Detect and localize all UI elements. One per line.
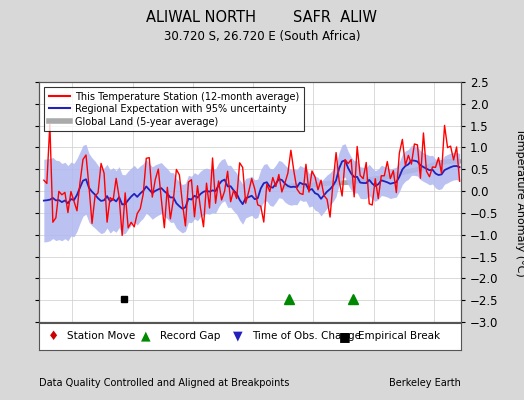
Text: Berkeley Earth: Berkeley Earth <box>389 378 461 388</box>
Text: Time of Obs. Change: Time of Obs. Change <box>253 331 362 341</box>
Text: Station Move: Station Move <box>67 331 135 341</box>
Text: ♦: ♦ <box>48 330 59 343</box>
Text: Record Gap: Record Gap <box>159 331 220 341</box>
Text: 30.720 S, 26.720 E (South Africa): 30.720 S, 26.720 E (South Africa) <box>163 30 361 43</box>
Text: ALIWAL NORTH        SAFR  ALIW: ALIWAL NORTH SAFR ALIW <box>147 10 377 25</box>
Legend: This Temperature Station (12-month average), Regional Expectation with 95% uncer: This Temperature Station (12-month avera… <box>44 87 304 132</box>
Text: ▼: ▼ <box>233 330 243 343</box>
Text: Data Quality Controlled and Aligned at Breakpoints: Data Quality Controlled and Aligned at B… <box>39 378 290 388</box>
Y-axis label: Temperature Anomaly (°C): Temperature Anomaly (°C) <box>515 128 524 276</box>
Text: Empirical Break: Empirical Break <box>358 331 440 341</box>
Text: ■: ■ <box>339 330 351 343</box>
Text: ▲: ▲ <box>140 330 150 343</box>
